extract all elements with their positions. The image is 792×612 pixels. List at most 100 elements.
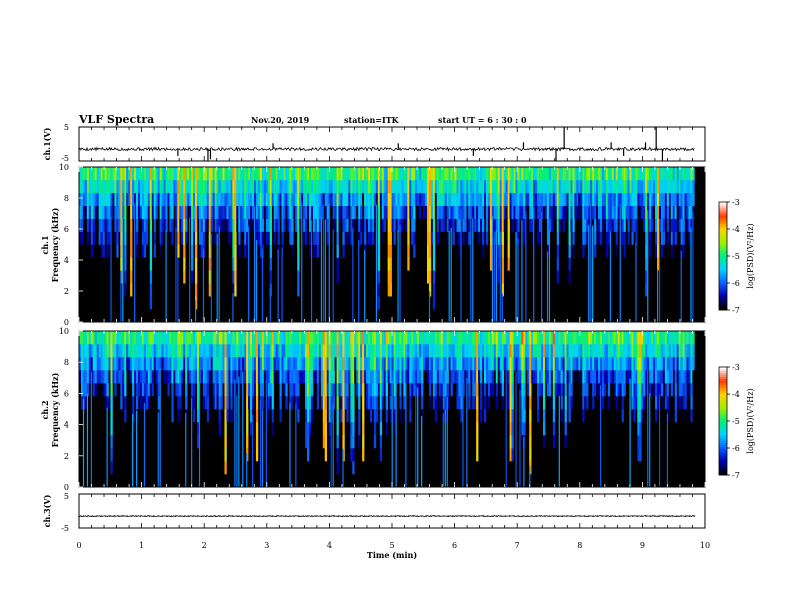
spectrogram-cell xyxy=(230,205,233,219)
spectrogram-cell xyxy=(116,370,119,384)
spectrogram-cell xyxy=(326,179,329,194)
spectrogram-cell xyxy=(537,396,540,410)
spectrogram-cell xyxy=(389,270,392,284)
spectrogram-cell xyxy=(285,331,288,345)
spectrogram-cell xyxy=(208,167,212,181)
spectrogram-cell xyxy=(130,357,133,371)
spectrogram-streak xyxy=(136,410,138,487)
spectrogram-cell xyxy=(576,357,579,371)
spectrogram-cell xyxy=(641,409,644,423)
spectrogram-cell xyxy=(309,167,312,181)
spectrogram-cell xyxy=(112,179,115,194)
spectrogram-cell xyxy=(332,179,335,194)
spectrogram-cell xyxy=(613,370,617,384)
spectrogram-cell xyxy=(305,383,308,397)
spectrogram-cell xyxy=(330,192,333,207)
spectrogram-streak xyxy=(255,239,258,322)
colorbar-segment xyxy=(719,208,727,211)
spectrogram-cell xyxy=(149,179,153,194)
spectrogram-cell xyxy=(482,179,485,194)
spectrogram-cell xyxy=(627,231,630,245)
spectrogram-cell xyxy=(517,344,520,358)
spectrogram-cell xyxy=(314,205,318,219)
spectrogram-cell xyxy=(250,409,253,423)
spectrogram-cell xyxy=(362,435,365,449)
spectrogram-cell xyxy=(574,205,577,219)
spectrogram-cell xyxy=(474,370,477,384)
spectrogram-cell xyxy=(104,192,107,207)
spectrogram-cell xyxy=(617,179,620,194)
spectrogram-cell xyxy=(82,370,86,384)
spectrogram-cell xyxy=(611,167,615,181)
spectrogram-cell xyxy=(230,331,233,345)
spectrogram-cell xyxy=(637,179,640,194)
spectrogram-cell xyxy=(167,192,170,207)
spectrogram-cell xyxy=(517,218,520,232)
spectrogram-cell xyxy=(314,167,318,181)
spectrogram-cell xyxy=(153,357,156,371)
spectrogram-cell xyxy=(609,331,613,345)
spectrogram-cell xyxy=(297,396,300,410)
spectrogram-cell xyxy=(248,396,251,410)
spectrogram-cell xyxy=(546,231,550,245)
spectrogram-cell xyxy=(672,231,675,245)
spectrogram-cell xyxy=(596,205,599,219)
spectrogram-cell xyxy=(542,179,546,194)
spectrogram-cell xyxy=(613,167,617,181)
spectrogram-cell xyxy=(627,205,630,219)
spectrogram-cell xyxy=(248,331,251,345)
spectrogram-cell xyxy=(462,167,465,181)
spectrogram-cell xyxy=(218,396,221,410)
spectrogram-cell xyxy=(98,357,101,371)
spectrogram-cell xyxy=(672,205,675,219)
spectrogram-cell xyxy=(525,331,528,345)
spectrogram-cell xyxy=(253,192,257,207)
spectrogram-cell xyxy=(430,357,434,371)
spectrogram-cell xyxy=(676,331,679,345)
spectrogram-cell xyxy=(495,370,499,384)
spectrogram-cell xyxy=(261,192,265,207)
spectrogram-cell xyxy=(250,357,253,371)
spectrogram-cell xyxy=(556,167,560,181)
spectrogram-cell xyxy=(643,179,646,194)
spectrogram-cell xyxy=(645,283,648,297)
spectrogram-cell xyxy=(159,205,162,219)
spectrogram-cell xyxy=(478,179,481,194)
spectrogram-cell xyxy=(541,179,544,194)
spectrogram-cell xyxy=(102,231,105,245)
spectrogram-cell xyxy=(653,179,656,194)
colorbar-segment xyxy=(719,256,727,259)
spectrogram-cell xyxy=(444,331,447,345)
spectrogram-cell xyxy=(238,205,241,219)
spectrogram-cell xyxy=(291,331,294,345)
spectrogram-cell xyxy=(316,244,320,258)
spectrogram-cell xyxy=(193,179,196,194)
spectrogram-cell xyxy=(690,396,693,410)
spectrogram-cell xyxy=(552,370,556,384)
spectrogram-cell xyxy=(265,370,269,384)
spectrogram-cell xyxy=(147,331,151,345)
spectrogram-cell xyxy=(136,167,139,181)
spectrogram-cell xyxy=(228,344,231,358)
spectrogram-cell xyxy=(198,179,202,194)
spectrogram-cell xyxy=(338,179,341,194)
spectrogram-cell xyxy=(88,205,92,219)
spectrogram-cell xyxy=(163,192,166,207)
spectrogram-cell xyxy=(617,331,620,345)
spectrogram-cell xyxy=(582,205,585,219)
spectrogram-cell xyxy=(273,179,276,194)
spectrogram-cell xyxy=(358,396,361,410)
spectrogram-cell xyxy=(299,167,302,181)
spectrogram-cell xyxy=(147,344,151,358)
spectrogram-cell xyxy=(309,422,312,436)
spectrogram-cell xyxy=(360,192,363,207)
spectrogram-cell xyxy=(645,331,648,345)
spectrogram-cell xyxy=(428,331,432,345)
spectrogram-cell xyxy=(497,270,501,284)
spectrogram-cell xyxy=(633,370,636,384)
spectrogram-cell xyxy=(407,205,410,219)
spectrogram-cell xyxy=(474,331,477,345)
spectrogram-cell xyxy=(206,409,210,423)
spectrogram-cell xyxy=(216,344,219,358)
spectrogram-cell xyxy=(232,205,235,219)
